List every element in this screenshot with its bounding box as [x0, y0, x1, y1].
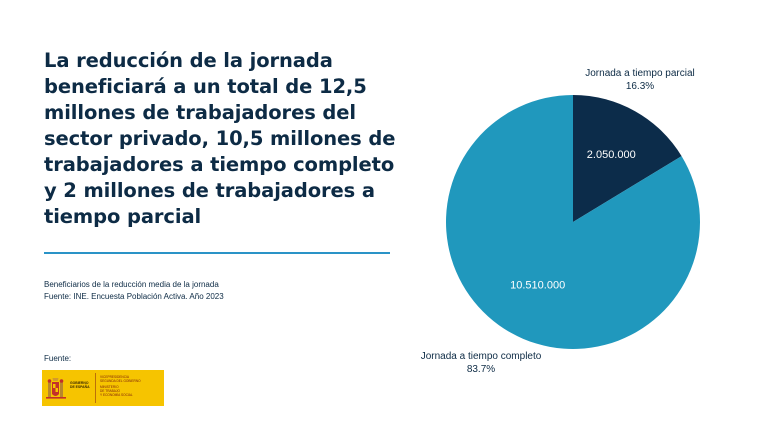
headline: La reducción de la jornada beneficiará a…	[44, 49, 396, 228]
slice-percent-label: 16.3%	[626, 81, 654, 92]
coat-of-arms-icon	[46, 378, 66, 399]
pie-slice-part-time	[573, 95, 682, 222]
slice-percent-label: 83.7%	[467, 364, 495, 375]
chart-caption: Beneficiarios de la reducción media de l…	[44, 279, 224, 303]
pie-slice-full-time	[446, 95, 700, 349]
slice-category-label: Jornada a tiempo completo	[421, 351, 542, 362]
logo-left-text: GOBIERNO DE ESPAÑA	[70, 381, 90, 390]
government-logo: GOBIERNO DE ESPAÑA VICEPRESIDENCIA SEGUN…	[42, 370, 164, 406]
caption-line-2: Fuente: INE. Encuesta Población Activa. …	[44, 292, 224, 301]
slice-value-label: 2.050.000	[587, 149, 636, 161]
caption-line-1: Beneficiarios de la reducción media de l…	[44, 280, 219, 289]
source-label: Fuente:	[44, 354, 72, 363]
divider	[44, 252, 390, 254]
logo-right-text: VICEPRESIDENCIA SEGUNDA DEL GOBIERNO MIN…	[100, 375, 141, 397]
logo-separator	[95, 373, 96, 403]
slice-value-label: 10.510.000	[510, 280, 565, 292]
slice-category-label: Jornada a tiempo parcial	[585, 68, 695, 79]
